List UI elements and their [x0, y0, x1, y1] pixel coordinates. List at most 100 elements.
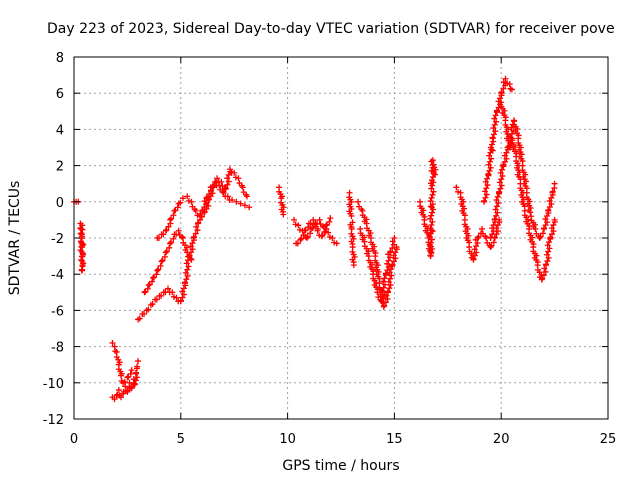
data-point: [493, 212, 500, 219]
data-point: [327, 215, 334, 222]
data-point: [428, 180, 435, 187]
data-point: [492, 112, 499, 119]
data-point: [134, 363, 141, 370]
data-point: [488, 155, 495, 162]
data-point: [542, 222, 549, 229]
data-point: [384, 267, 391, 274]
data-point: [391, 241, 398, 248]
data-point: [170, 235, 177, 242]
data-point: [319, 232, 326, 239]
data-point: [155, 266, 162, 273]
chart-title: Day 223 of 2023, Sidereal Day-to-day VTE…: [47, 21, 615, 37]
data-point: [384, 295, 391, 302]
data-point: [121, 378, 128, 385]
data-point: [487, 164, 494, 171]
data-point: [428, 194, 435, 201]
data-point: [193, 223, 200, 230]
data-point: [309, 225, 316, 232]
data-point: [188, 256, 195, 263]
data-point: [471, 252, 478, 259]
data-point: [379, 294, 386, 301]
data-point: [544, 219, 551, 226]
data-point: [295, 222, 302, 229]
data-point: [159, 257, 166, 264]
data-point: [220, 189, 227, 196]
data-point: [487, 244, 494, 251]
data-point: [483, 185, 490, 192]
data-point: [494, 193, 501, 200]
data-point: [291, 216, 298, 223]
data-point: [429, 201, 436, 208]
y-tick-label: 6: [56, 87, 64, 102]
data-point: [166, 244, 173, 251]
data-point: [244, 193, 251, 200]
data-point: [162, 249, 169, 256]
data-point: [427, 225, 434, 232]
data-point: [117, 394, 124, 401]
data-point: [355, 198, 362, 205]
y-tick-label: 8: [56, 51, 64, 66]
data-point: [178, 233, 185, 240]
data-point: [79, 263, 86, 270]
data-point: [198, 213, 205, 220]
data-point: [169, 289, 176, 296]
data-point: [527, 209, 534, 216]
data-point: [226, 166, 233, 173]
y-tick-label: -12: [43, 413, 64, 428]
data-point: [498, 89, 505, 96]
data-point: [549, 188, 556, 195]
data-point: [487, 144, 494, 151]
data-point: [144, 285, 151, 292]
data-point: [540, 272, 547, 279]
data-point: [502, 158, 509, 165]
data-point: [392, 249, 399, 256]
data-point: [544, 258, 551, 265]
data-point: [80, 241, 87, 248]
data-point: [494, 107, 501, 114]
data-point: [210, 183, 217, 190]
data-point: [387, 282, 394, 289]
data-point: [482, 178, 489, 185]
data-point: [167, 240, 174, 247]
data-point: [429, 209, 436, 216]
data-point: [157, 262, 164, 269]
data-point: [492, 206, 499, 213]
data-point: [382, 299, 389, 306]
data-point: [329, 235, 336, 241]
data-point: [184, 273, 191, 280]
y-tick-label: -10: [43, 377, 64, 392]
data-point: [486, 158, 493, 165]
data-point: [133, 369, 140, 376]
data-point: [180, 291, 187, 298]
data-point: [179, 195, 186, 202]
data-point: [381, 291, 388, 298]
data-point: [478, 225, 485, 232]
data-point: [495, 200, 502, 207]
data-point: [326, 218, 333, 225]
data-point: [300, 232, 307, 239]
data-point: [78, 253, 85, 260]
data-point: [453, 184, 460, 191]
data-point: [307, 220, 314, 227]
data-point: [502, 75, 509, 82]
data-point: [303, 235, 310, 241]
data-point: [160, 231, 167, 238]
y-tick-label: 2: [56, 160, 64, 175]
y-axis-label: SDTVAR / TECUs: [7, 181, 23, 296]
data-point: [155, 234, 162, 241]
data-point: [497, 169, 504, 176]
data-point: [298, 235, 305, 242]
data-point: [532, 225, 539, 232]
data-point: [470, 255, 477, 262]
data-point: [481, 188, 488, 195]
data-point: [385, 263, 392, 270]
data-point: [136, 315, 143, 322]
data-point: [427, 252, 434, 259]
data-points: [71, 75, 558, 403]
data-point: [149, 301, 156, 308]
data-point: [141, 311, 148, 318]
data-point: [539, 230, 546, 237]
data-point: [493, 118, 500, 125]
data-point: [134, 374, 141, 381]
data-point: [429, 228, 436, 235]
